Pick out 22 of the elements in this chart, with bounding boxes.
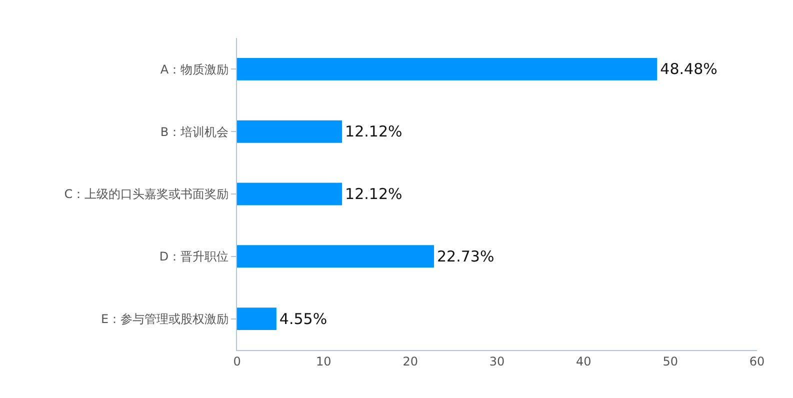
data-label: 12.12% xyxy=(345,122,402,141)
data-label: 48.48% xyxy=(660,60,718,78)
data-label: 4.55% xyxy=(279,310,328,328)
x-tick-label: 30 xyxy=(489,354,505,368)
bar xyxy=(237,120,342,143)
bar xyxy=(237,182,342,206)
x-tick-label: 60 xyxy=(749,354,765,368)
x-tick-label: 0 xyxy=(233,354,241,368)
y-tick-label: B：培训机会 xyxy=(160,124,229,139)
y-tick-label: D：晋升职位 xyxy=(159,250,229,264)
y-tick-label: C：上级的口头嘉奖或书面奖励 xyxy=(64,187,229,202)
bar xyxy=(237,58,658,80)
y-tick-label: A：物质激励 xyxy=(160,62,229,76)
bar xyxy=(237,308,276,330)
x-tick-label: 10 xyxy=(316,354,332,368)
x-tick-label: 50 xyxy=(662,354,678,368)
data-label: 22.73% xyxy=(436,247,494,266)
x-tick-label: 40 xyxy=(576,354,592,368)
x-tick-label: 20 xyxy=(402,354,418,368)
y-tick-label: E：参与管理或股权激励 xyxy=(101,312,229,326)
data-label: 12.12% xyxy=(345,185,402,203)
bar xyxy=(237,245,434,268)
